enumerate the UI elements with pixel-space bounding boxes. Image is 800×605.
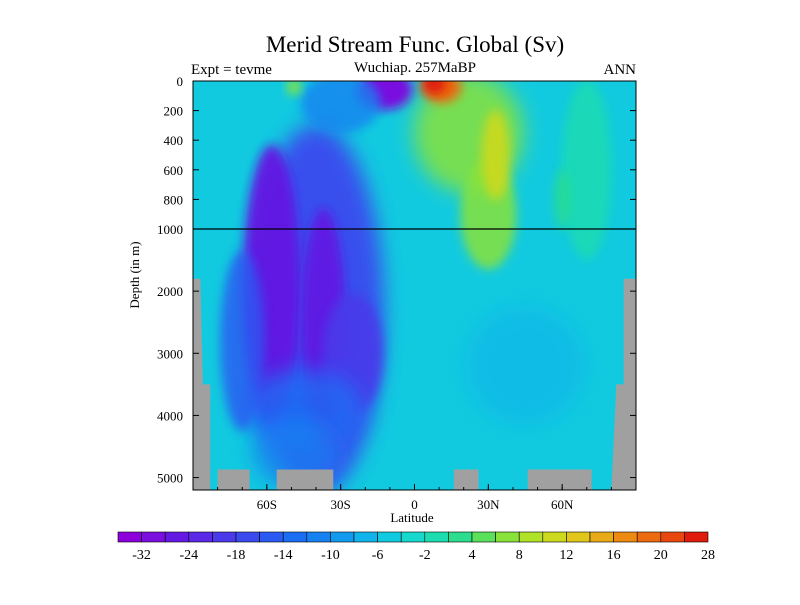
y-tick-label: 5000 bbox=[157, 471, 183, 486]
colorbar-swatch-24 bbox=[684, 531, 709, 543]
land-segment-0 bbox=[193, 278, 211, 490]
colorbar-swatch-7 bbox=[282, 531, 308, 543]
colorbar-label: 12 bbox=[559, 548, 573, 563]
colorbar: -32 -24 -18 -14 -10 -6 -2 4 8 12 16 20 28 bbox=[117, 531, 715, 563]
field-contour-14 bbox=[561, 81, 612, 260]
colorbar-label: -2 bbox=[419, 548, 431, 563]
colorbar-label: 4 bbox=[469, 548, 476, 563]
y-tick-label: 3000 bbox=[157, 346, 183, 361]
colorbar-swatch-9 bbox=[330, 531, 355, 543]
colorbar-swatch-13 bbox=[424, 531, 449, 543]
colorbar-swatch-23 bbox=[660, 531, 685, 543]
colorbar-swatch-19 bbox=[566, 531, 591, 543]
colorbar-swatch-6 bbox=[259, 531, 284, 543]
field-contour-13 bbox=[422, 81, 447, 94]
colorbar-label: -24 bbox=[179, 548, 198, 563]
field-contour-15 bbox=[554, 169, 571, 230]
y-tick-label: 200 bbox=[164, 104, 184, 119]
chart-title: Merid Stream Func. Global (Sv) bbox=[266, 32, 564, 57]
colorbar-swatch-5 bbox=[235, 531, 260, 543]
y-axis: 0 200 400 600 800 1000 2000 3000 4000 5000 bbox=[157, 74, 636, 486]
colorbar-swatch-0 bbox=[117, 531, 142, 543]
colorbar-swatch-15 bbox=[471, 531, 496, 543]
y-tick-label: 800 bbox=[164, 192, 184, 207]
colorbar-label: 16 bbox=[607, 548, 621, 563]
x-tick-label: 60S bbox=[257, 497, 277, 512]
x-tick-label: 0 bbox=[411, 497, 418, 512]
colorbar-label: -10 bbox=[321, 548, 340, 563]
colorbar-swatch-4 bbox=[212, 531, 237, 543]
colorbar-label: 28 bbox=[701, 548, 715, 563]
y-tick-label: 0 bbox=[177, 74, 184, 89]
season-label: ANN bbox=[604, 62, 637, 78]
y-tick-label: 2000 bbox=[157, 284, 183, 299]
y-tick-label: 1000 bbox=[157, 222, 183, 237]
colorbar-swatch-22 bbox=[636, 531, 662, 543]
x-axis: 60S 30S 0 30N 60N bbox=[217, 484, 612, 512]
colorbar-swatch-16 bbox=[495, 531, 520, 543]
land-segment-4 bbox=[453, 469, 479, 490]
colorbar-swatch-2 bbox=[164, 531, 190, 543]
land-segment-1 bbox=[611, 278, 636, 490]
colorbar-swatch-21 bbox=[613, 531, 638, 543]
experiment-label: Expt = tevme bbox=[191, 62, 272, 78]
land-segment-2 bbox=[217, 469, 250, 490]
land-segment-3 bbox=[276, 469, 334, 490]
colorbar-swatch-10 bbox=[353, 531, 378, 543]
x-tick-label: 30N bbox=[477, 497, 500, 512]
land-mask bbox=[193, 278, 636, 490]
x-tick-label: 60N bbox=[551, 497, 574, 512]
colorbar-label: -6 bbox=[372, 548, 384, 563]
colorbar-label: -14 bbox=[274, 548, 293, 563]
colorbar-swatch-20 bbox=[589, 531, 614, 543]
colorbar-label: 20 bbox=[654, 548, 668, 563]
colorbar-swatch-12 bbox=[400, 531, 426, 543]
stream-function-field bbox=[193, 81, 636, 490]
colorbar-swatch-18 bbox=[542, 531, 567, 543]
field-contour-11 bbox=[481, 110, 510, 200]
field-contour-6 bbox=[220, 250, 265, 431]
colorbar-swatch-14 bbox=[448, 531, 473, 543]
field-contour-8 bbox=[300, 81, 381, 134]
colorbar-label: -32 bbox=[132, 548, 151, 563]
x-axis-label: Latitude bbox=[390, 510, 434, 525]
y-tick-label: 4000 bbox=[157, 408, 183, 423]
colorbar-swatch-8 bbox=[306, 531, 331, 543]
colorbar-label: 8 bbox=[516, 548, 523, 563]
colorbar-label: -18 bbox=[227, 548, 246, 563]
field-contour-16 bbox=[286, 81, 301, 95]
x-tick-label: 30S bbox=[331, 497, 351, 512]
land-segment-5 bbox=[527, 469, 592, 490]
colorbar-swatch-1 bbox=[141, 531, 166, 543]
y-tick-label: 600 bbox=[164, 163, 184, 178]
y-tick-label: 400 bbox=[164, 133, 184, 148]
y-axis-label: Depth (in m) bbox=[127, 241, 142, 308]
colorbar-swatch-11 bbox=[377, 531, 402, 543]
colorbar-swatch-17 bbox=[518, 531, 544, 543]
chart-subtitle: Wuchiap. 257MaBP bbox=[354, 60, 476, 76]
colorbar-swatch-3 bbox=[188, 531, 213, 543]
field-contour-17 bbox=[465, 305, 586, 426]
